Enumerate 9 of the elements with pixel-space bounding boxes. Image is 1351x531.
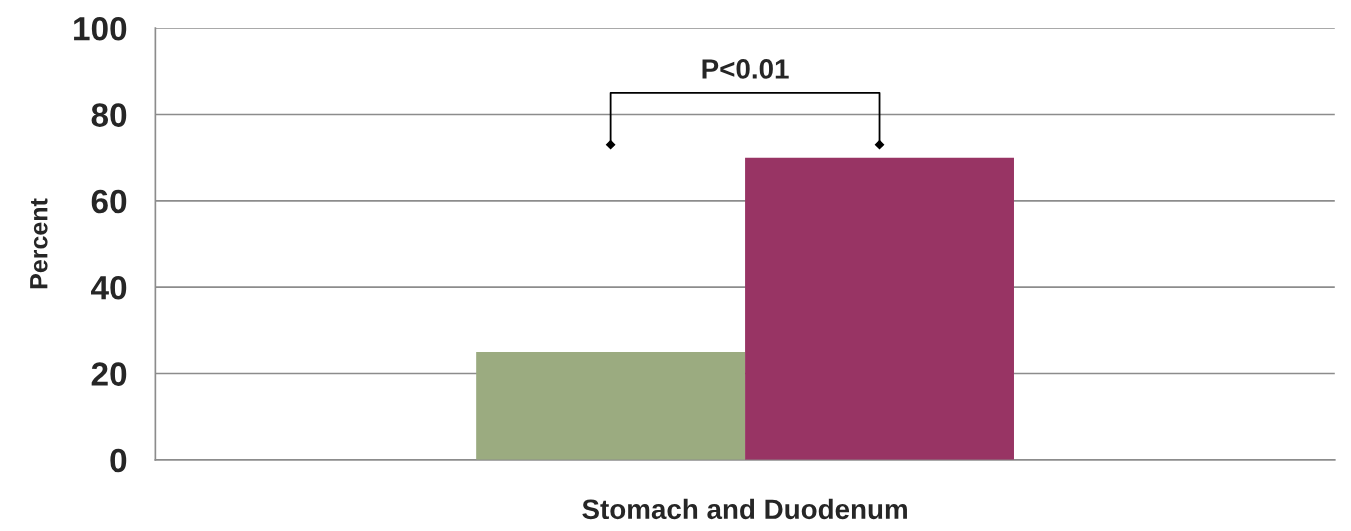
y-tick-label: 40 — [91, 275, 127, 300]
y-tick-label: 100 — [74, 16, 127, 41]
x-tick-label: Stomach and Duodenum — [582, 498, 907, 520]
y-tick-label: 60 — [91, 189, 127, 214]
y-tick-label: 80 — [91, 103, 127, 127]
y-tick-label: 20 — [91, 362, 127, 386]
y-axis-title: Percent — [30, 198, 48, 289]
y-tick-label: 0 — [110, 448, 127, 473]
annotation: P<0.01 — [702, 59, 789, 79]
